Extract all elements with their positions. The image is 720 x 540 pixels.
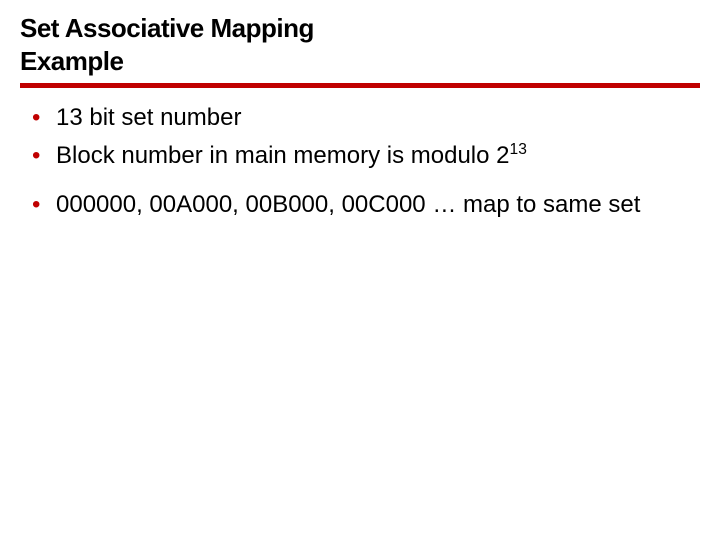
slide-title: Set Associative Mapping Example <box>20 12 700 83</box>
bullet-list-2: 000000, 00A000, 00B000, 00C000 … map to … <box>20 189 700 221</box>
bullet-text-prefix: Block number in main memory is modulo 2 <box>56 142 510 169</box>
bullet-item: 000000, 00A000, 00B000, 00C000 … map to … <box>26 189 700 221</box>
bullet-text-superscript: 13 <box>510 141 527 158</box>
bullet-text: 000000, 00A000, 00B000, 00C000 … map to … <box>56 191 640 218</box>
bullet-text: 13 bit set number <box>56 104 241 131</box>
title-line-1: Set Associative Mapping <box>20 13 314 43</box>
title-line-2: Example <box>20 46 123 76</box>
bullet-item: Block number in main memory is modulo 21… <box>26 140 700 172</box>
bullet-item: 13 bit set number <box>26 102 700 134</box>
title-divider <box>20 83 700 88</box>
spacer <box>20 179 700 189</box>
bullet-list: 13 bit set number Block number in main m… <box>20 102 700 173</box>
